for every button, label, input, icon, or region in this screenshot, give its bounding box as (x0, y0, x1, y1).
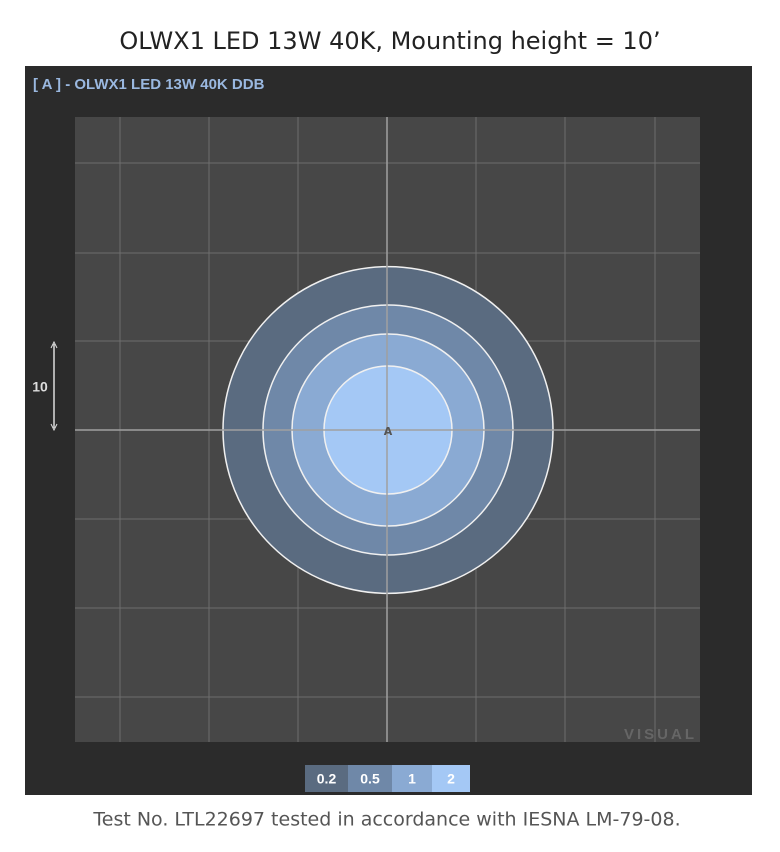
legend-swatch (432, 765, 470, 792)
legend-label: 1 (408, 771, 416, 787)
title: OLWX1 LED 13W 40K, Mounting height = 10’ (119, 27, 660, 55)
luminaire-marker: A (384, 425, 393, 438)
scale-arrows (50, 340, 58, 432)
legend-swatch (392, 765, 432, 792)
footer: Test No. LTL22697 tested in accordance w… (92, 809, 680, 831)
panel-label: [ A ] - OLWX1 LED 13W 40K DDB (33, 76, 265, 93)
watermark: VISUAL (624, 726, 697, 743)
legend-label: 0.5 (360, 771, 380, 787)
legend-label: 2 (447, 771, 455, 787)
legend-swatch (348, 765, 392, 792)
legend-label: 0.2 (317, 771, 337, 787)
legend-swatch (305, 765, 348, 792)
scale-label: 10 (32, 379, 48, 395)
legend: 0.2 0.5 1 2 (305, 765, 470, 792)
